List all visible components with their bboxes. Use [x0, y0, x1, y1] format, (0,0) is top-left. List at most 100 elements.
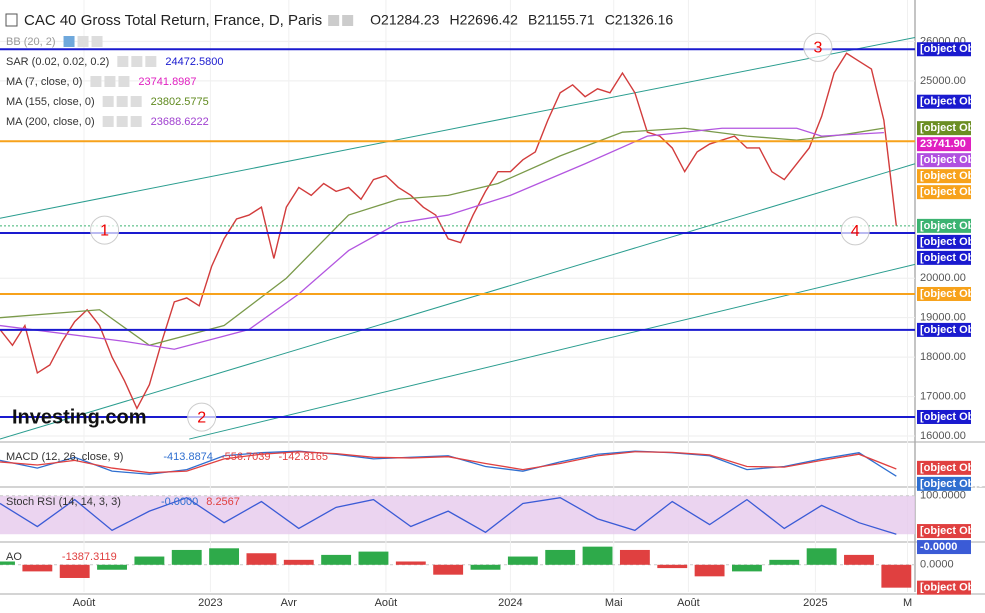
- bar: [470, 564, 501, 570]
- trend-line: [0, 36, 916, 219]
- price-label-bg: [917, 94, 971, 109]
- x-tick-label: Août: [375, 597, 398, 609]
- bar: [732, 564, 762, 572]
- bar: [321, 554, 352, 565]
- indicator-icon: [77, 36, 89, 47]
- annotation-text: 4: [851, 223, 860, 240]
- indicator-value: 23688.6222: [151, 116, 209, 128]
- watermark: Investing.com: [12, 406, 146, 428]
- indicator-value: 23741.8987: [138, 76, 196, 88]
- panel-title: AO: [6, 551, 22, 563]
- x-tick-label: 2025: [803, 597, 827, 609]
- bar: [246, 553, 277, 565]
- price-label: [object Object]: [920, 252, 985, 264]
- price-label: [object Object]: [920, 478, 985, 490]
- y-tick-label: 19000.00: [920, 312, 966, 324]
- x-tick-label: 2024: [498, 597, 522, 609]
- indicator-icon: [145, 56, 157, 67]
- panel-value: -142.8165: [278, 451, 328, 463]
- settings-icon: [342, 15, 354, 26]
- y-tick-label: 16000.00: [920, 430, 966, 442]
- indicator-name: MA (200, close, 0): [6, 116, 95, 128]
- y-tick-label: 20000.00: [920, 272, 966, 284]
- price-label-bg: [917, 42, 971, 57]
- annotation-circle: [803, 32, 833, 62]
- x-tick-label: Août: [73, 597, 96, 609]
- bar: [582, 546, 613, 565]
- bar: [881, 564, 912, 588]
- panel-value: -1387.3119: [62, 551, 117, 563]
- annotation-text: 1: [100, 222, 109, 239]
- bar: [134, 556, 165, 565]
- series-line: [0, 496, 897, 535]
- bar: [844, 554, 874, 565]
- bar: [283, 559, 314, 565]
- bar: [507, 556, 538, 565]
- ohlc-value: B21155.71: [528, 12, 595, 28]
- price-label-bg: [917, 234, 971, 249]
- panel-value: -0.0000: [161, 496, 198, 508]
- bar: [545, 549, 576, 565]
- panel-value: 8.2567: [206, 496, 240, 508]
- bar: [769, 559, 800, 565]
- x-tick-label: Août: [677, 597, 700, 609]
- price-label: [object Object]: [920, 96, 985, 108]
- indicator-name: MA (155, close, 0): [6, 96, 95, 108]
- x-tick-label: 2023: [198, 597, 222, 609]
- indicator-icon: [116, 96, 128, 107]
- price-label-bg: [917, 580, 971, 595]
- price-label: [object Object]: [920, 324, 985, 336]
- indicator-icon: [63, 36, 75, 47]
- stoch-band: [0, 495, 915, 535]
- bar: [209, 548, 240, 565]
- indicator-name: SAR (0.02, 0.02, 0.2): [6, 56, 109, 68]
- panel-value: -556.7039: [221, 451, 271, 463]
- panel-value: -413.8874: [163, 451, 213, 463]
- bar: [171, 549, 202, 565]
- price-label: [object Object]: [920, 462, 985, 474]
- indicator-icon: [91, 36, 103, 47]
- price-label-bg: [917, 137, 971, 152]
- bar: [806, 548, 837, 565]
- price-label-bg: [917, 185, 971, 200]
- price-label-bg: [917, 322, 971, 337]
- price-label-bg: [917, 250, 971, 265]
- bar: [657, 564, 688, 569]
- y-tick-label: 25000.00: [920, 75, 966, 87]
- panel-title: MACD (12, 26, close, 9): [6, 451, 123, 463]
- price-label: [object Object]: [920, 122, 985, 134]
- indicator-icon: [102, 96, 114, 107]
- indicator-name: BB (20, 2): [6, 36, 56, 48]
- indicator-icon: [90, 76, 102, 87]
- price-label: [object Object]: [920, 220, 985, 232]
- bar: [433, 564, 464, 575]
- trend-line: [0, 163, 916, 440]
- price-label-bg: [917, 460, 971, 475]
- indicator-icon: [102, 116, 114, 127]
- bar: [22, 564, 53, 572]
- ohlc-value: O21284.23: [370, 12, 439, 28]
- series-line: [0, 127, 884, 350]
- bar: [395, 561, 426, 565]
- y-tick-label: 18000.00: [920, 351, 966, 363]
- bar: [59, 564, 90, 578]
- x-tick-label: M: [903, 597, 912, 609]
- panel-title: Stoch RSI (14, 14, 3, 3): [6, 496, 121, 508]
- annotation-text: 3: [813, 40, 822, 57]
- panel: 0.0000 [object Object] AO -1387.3119: [0, 546, 985, 595]
- y-tick-label: 0.0000: [920, 559, 954, 571]
- price-label: [object Object]: [920, 154, 985, 166]
- ohlc-value: C21326.16: [605, 12, 674, 28]
- ohlc-value: H22696.42: [449, 12, 518, 28]
- bar: [694, 564, 725, 577]
- price-label-bg: [917, 169, 971, 184]
- price-label: [object Object]: [920, 582, 985, 594]
- price-label-bg: [917, 121, 971, 136]
- series-line: [0, 450, 897, 477]
- indicator-name: MA (7, close, 0): [6, 76, 82, 88]
- annotation-circle: [840, 216, 870, 246]
- series-line: [0, 52, 898, 411]
